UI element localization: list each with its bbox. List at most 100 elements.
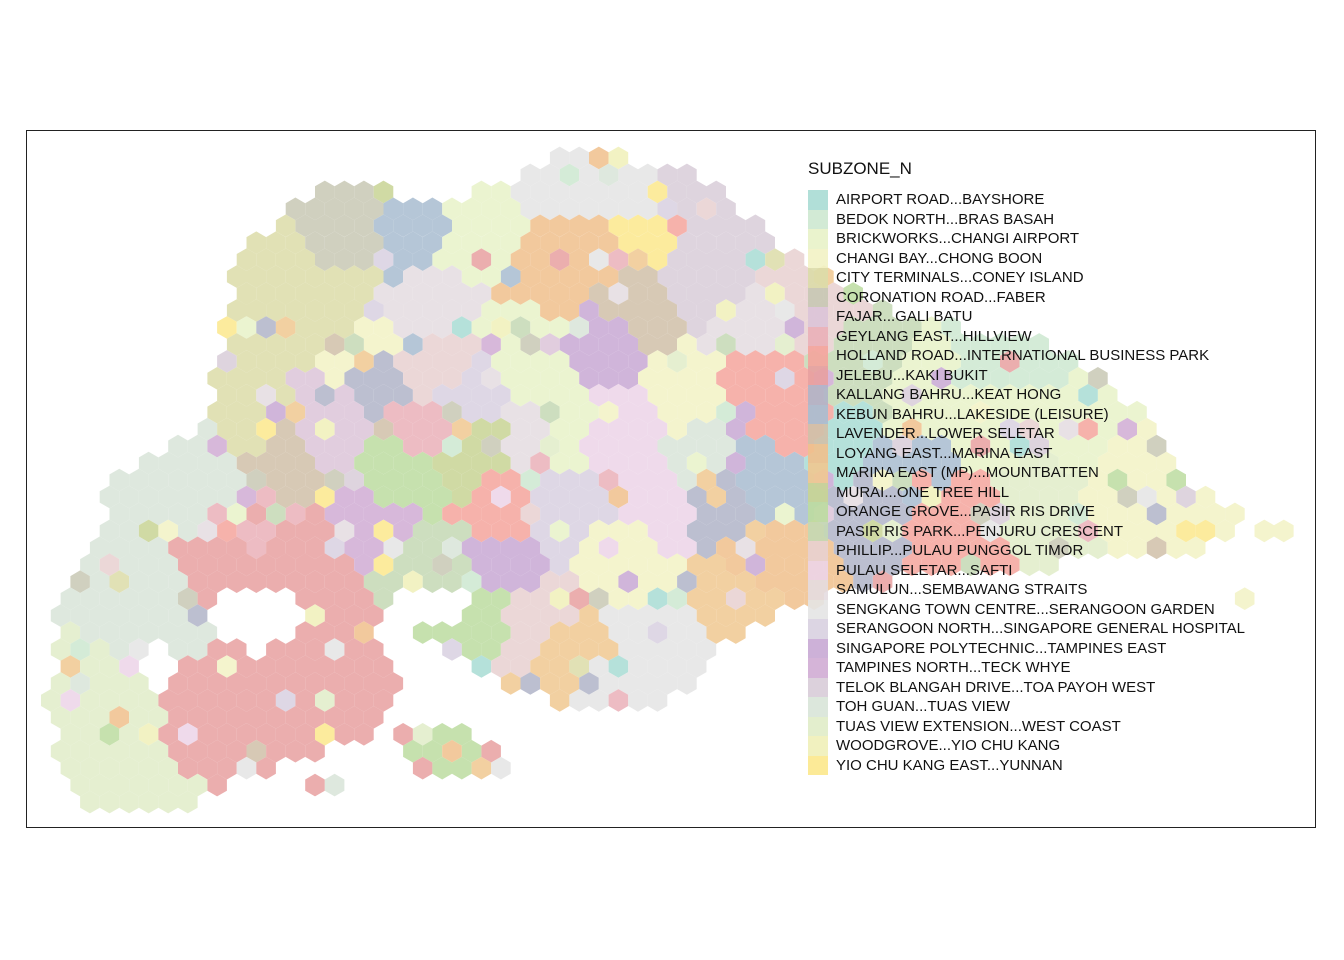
- hex-cell: [569, 587, 589, 610]
- hex-cell: [657, 638, 678, 661]
- hex-cell: [266, 299, 286, 322]
- hex-cell: [442, 570, 462, 593]
- hex-cell: [608, 655, 629, 678]
- hex-cell: [461, 434, 482, 458]
- hex-cell: [452, 485, 472, 509]
- hex-cell: [745, 282, 766, 305]
- hex-cell: [775, 333, 795, 356]
- hex-cell: [266, 468, 286, 492]
- hex-cell: [941, 553, 961, 577]
- hex-cell: [716, 333, 736, 356]
- hex-cell: [354, 655, 374, 678]
- hex-cell: [618, 367, 638, 390]
- hex-cell: [1068, 502, 1089, 526]
- hex-cell: [569, 316, 589, 339]
- hex-cell: [726, 350, 746, 373]
- hex-cell: [540, 265, 560, 288]
- hex-cell: [510, 214, 531, 237]
- hex-cell: [285, 231, 306, 254]
- legend-swatch: [808, 638, 828, 658]
- hex-cell: [941, 316, 961, 339]
- hex-cell: [383, 502, 404, 526]
- hex-cell: [305, 502, 325, 526]
- hex-cell: [882, 384, 903, 407]
- legend-label: SENGKANG TOWN CENTRE...SERANGOON GARDEN: [836, 600, 1215, 618]
- hex-cell: [843, 316, 863, 339]
- hex-cell: [530, 180, 550, 204]
- hex-cell: [412, 316, 433, 339]
- hex-cell: [500, 265, 521, 288]
- hex-cell: [266, 570, 286, 593]
- hex-cell: [197, 655, 218, 678]
- hex-cell: [197, 451, 218, 475]
- hex-cell: [471, 282, 492, 305]
- hex-cell: [403, 333, 423, 356]
- hex-cell: [921, 417, 942, 441]
- hex-cell: [735, 536, 756, 560]
- hex-cell: [657, 231, 678, 254]
- hex-cell: [285, 739, 306, 763]
- hex-cell: [217, 723, 237, 746]
- hex-cell: [442, 197, 462, 221]
- hex-cell: [178, 756, 198, 780]
- legend-item: FAJAR...GALI BATU: [808, 307, 1245, 327]
- hex-cell: [217, 384, 237, 407]
- hex-cell: [872, 536, 893, 560]
- hex-cell: [569, 621, 589, 644]
- hex-cell: [1088, 536, 1108, 560]
- hex-cell: [941, 417, 961, 441]
- hex-cell: [853, 570, 873, 593]
- hex-cell: [452, 214, 472, 237]
- hex-cell: [315, 180, 335, 204]
- hex-cell: [589, 384, 609, 407]
- hex-cell: [941, 485, 961, 509]
- hex-cell: [305, 468, 325, 492]
- hex-cell: [383, 434, 404, 458]
- hex-cell: [530, 417, 550, 441]
- hex-cell: [735, 265, 756, 288]
- hex-cell: [452, 282, 472, 305]
- hex-cell: [510, 282, 531, 305]
- hex-cell: [226, 333, 247, 356]
- hex-cell: [187, 434, 208, 458]
- hex-cell: [921, 451, 942, 475]
- hex-cell: [1117, 485, 1137, 509]
- hex-cell: [354, 519, 374, 543]
- hex-cell: [432, 417, 452, 441]
- hex-cell: [608, 417, 629, 441]
- hex-cell: [745, 553, 766, 577]
- hex-cell: [432, 248, 452, 271]
- hex-cell: [510, 485, 531, 509]
- hex-cell: [315, 689, 335, 712]
- hex-cell: [549, 350, 570, 373]
- hex-cell: [1195, 519, 1216, 543]
- legend-swatch: [808, 326, 828, 346]
- hex-cell: [549, 214, 570, 237]
- hex-cell: [491, 756, 511, 780]
- hex-cell: [256, 384, 276, 407]
- hex-cell: [373, 350, 394, 373]
- hex-cell: [520, 604, 541, 627]
- hex-cell: [1107, 502, 1128, 526]
- hex-cell: [226, 706, 247, 729]
- hex-cell: [1068, 536, 1089, 560]
- hex-cell: [863, 451, 883, 475]
- hex-cell: [324, 604, 345, 627]
- hex-cell: [119, 723, 139, 746]
- hex-cell: [745, 214, 766, 237]
- hex-cell: [559, 502, 580, 526]
- hex-cell: [912, 400, 932, 424]
- hex-cell: [686, 519, 707, 543]
- hex-cell: [1166, 468, 1186, 492]
- hex-cell: [207, 400, 227, 424]
- hex-cell: [638, 400, 658, 424]
- hex-cell: [119, 587, 139, 610]
- hexagon-map: [41, 146, 1294, 814]
- hex-cell: [422, 570, 443, 593]
- hex-cell: [324, 468, 345, 492]
- hex-cell: [589, 485, 609, 509]
- hex-cell: [442, 231, 462, 254]
- hex-cell: [589, 146, 609, 170]
- hex-cell: [471, 485, 492, 509]
- hex-cell: [540, 604, 560, 627]
